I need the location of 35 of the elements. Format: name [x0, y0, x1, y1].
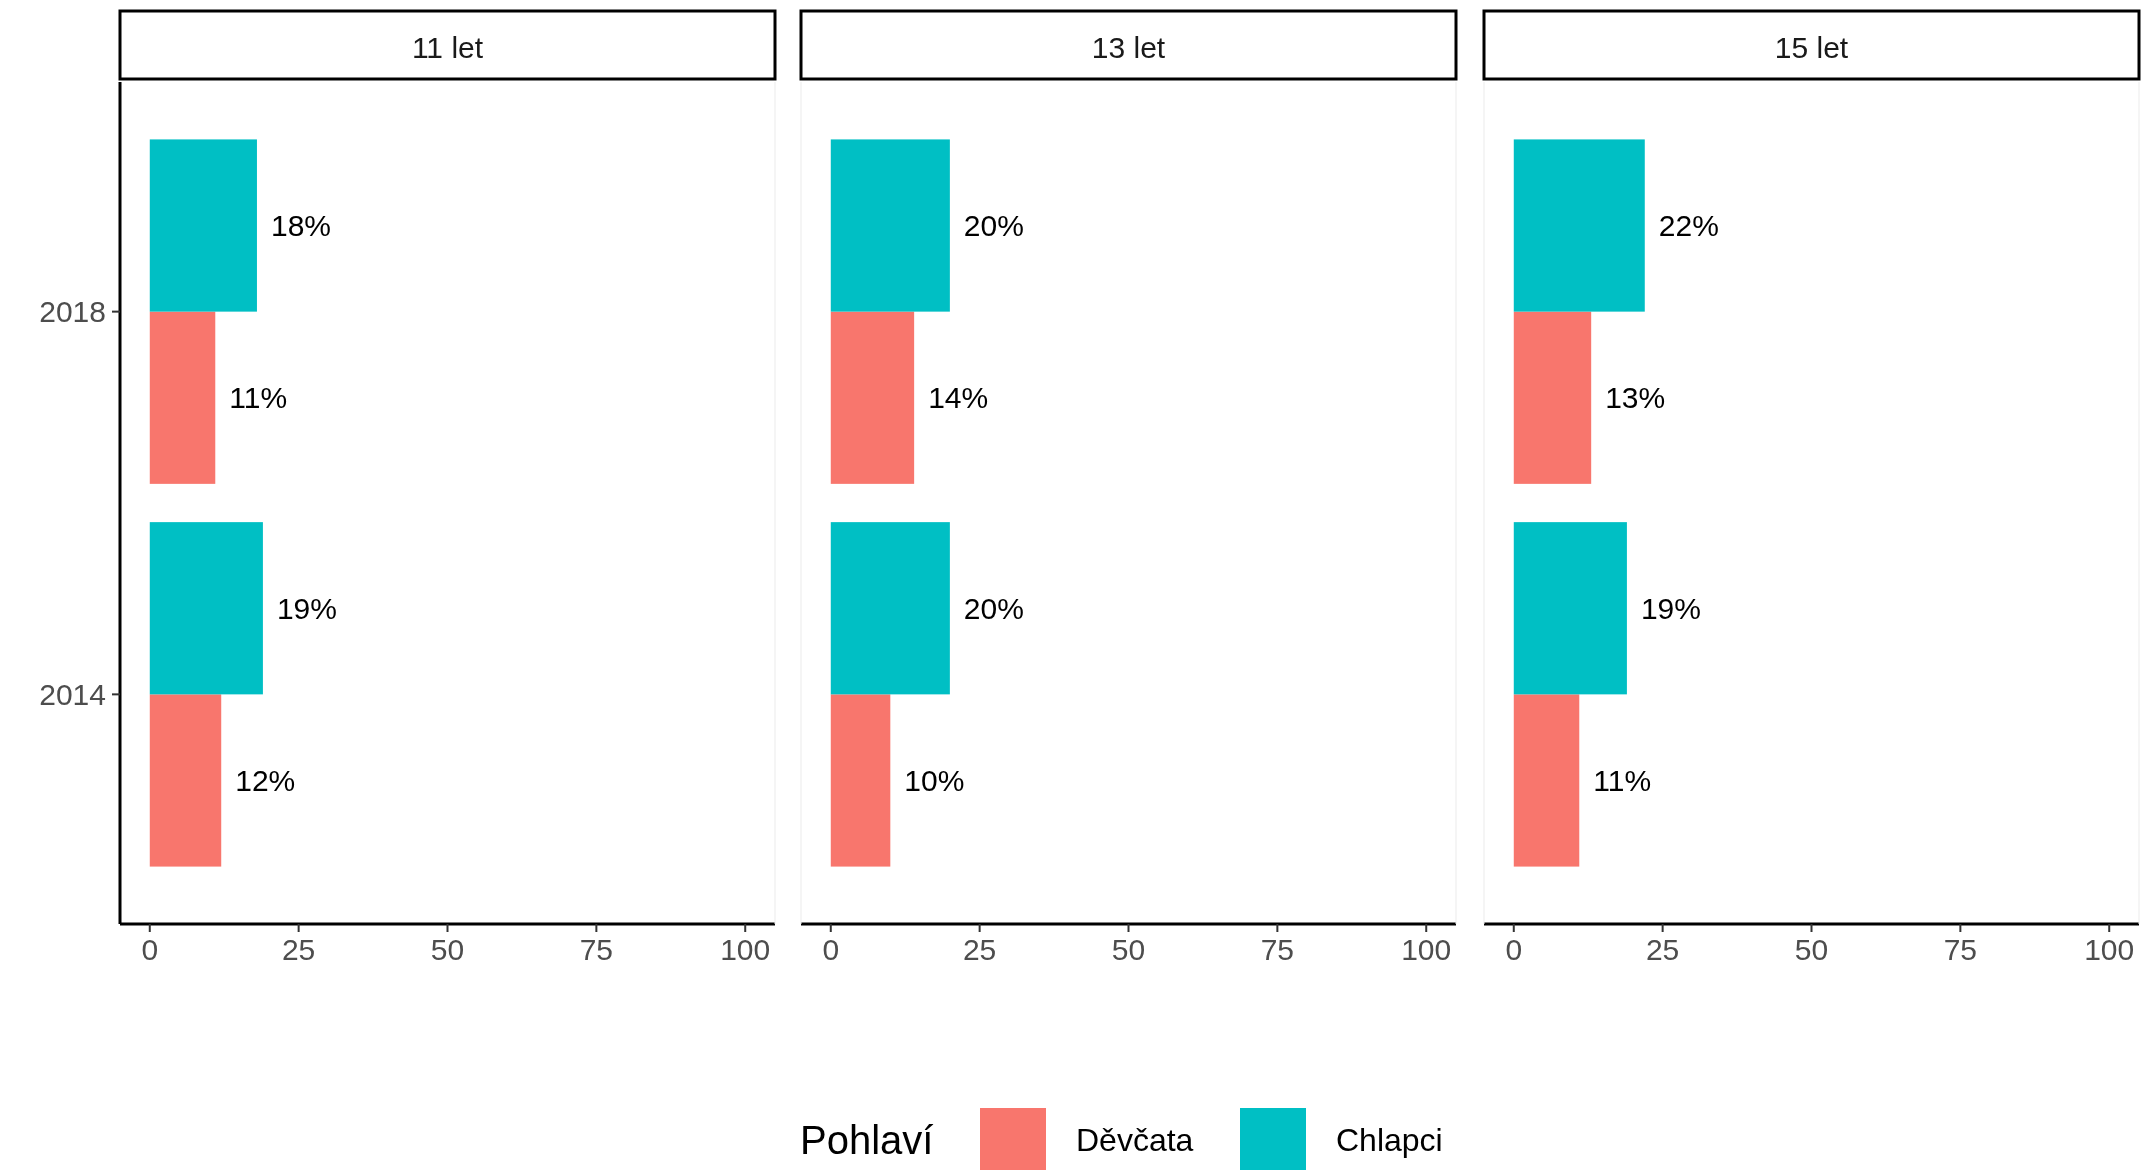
data-label: 19%	[1640, 591, 1701, 625]
x-tick-label: 0	[141, 933, 159, 966]
x-tick-label: 50	[1111, 933, 1146, 966]
legend-label: Děvčata	[1076, 1122, 1194, 1158]
data-label: 11%	[229, 381, 288, 415]
x-tick-label: 25	[1645, 933, 1680, 966]
x-tick-label: 50	[1794, 933, 1829, 966]
data-label: 22%	[1658, 209, 1719, 243]
chart-title: 13 let	[1091, 30, 1166, 64]
chart-title: 11 let	[411, 30, 484, 64]
data-label: 19%	[276, 591, 337, 625]
data-label: 10%	[904, 763, 965, 797]
chart-title: 15 let	[1774, 30, 1849, 64]
data-label: 20%	[963, 591, 1024, 625]
data-label: 12%	[235, 763, 296, 797]
data-label: 11%	[1593, 763, 1652, 797]
data-label: 20%	[963, 209, 1024, 243]
x-tick-label: 50	[430, 933, 465, 966]
x-tick-label: 25	[962, 933, 997, 966]
legend-label: Chlapci	[1336, 1122, 1443, 1158]
y-tick-label: 2018	[39, 295, 106, 329]
x-tick-label: 75	[1943, 933, 1978, 966]
x-tick-label: 100	[1401, 933, 1452, 966]
x-tick-label: 100	[2084, 933, 2135, 966]
x-tick-label: 100	[720, 933, 771, 966]
data-label: 13%	[1605, 381, 1666, 415]
x-tick-label: 0	[822, 933, 840, 966]
x-tick-label: 25	[281, 933, 316, 966]
legend-title: Pohlaví	[800, 1118, 934, 1162]
data-label: 14%	[928, 381, 989, 415]
x-tick-label: 75	[1260, 933, 1295, 966]
data-label: 18%	[270, 209, 331, 243]
x-tick-label: 0	[1505, 933, 1523, 966]
y-tick-label: 2014	[39, 677, 106, 711]
x-tick-label: 75	[579, 933, 614, 966]
